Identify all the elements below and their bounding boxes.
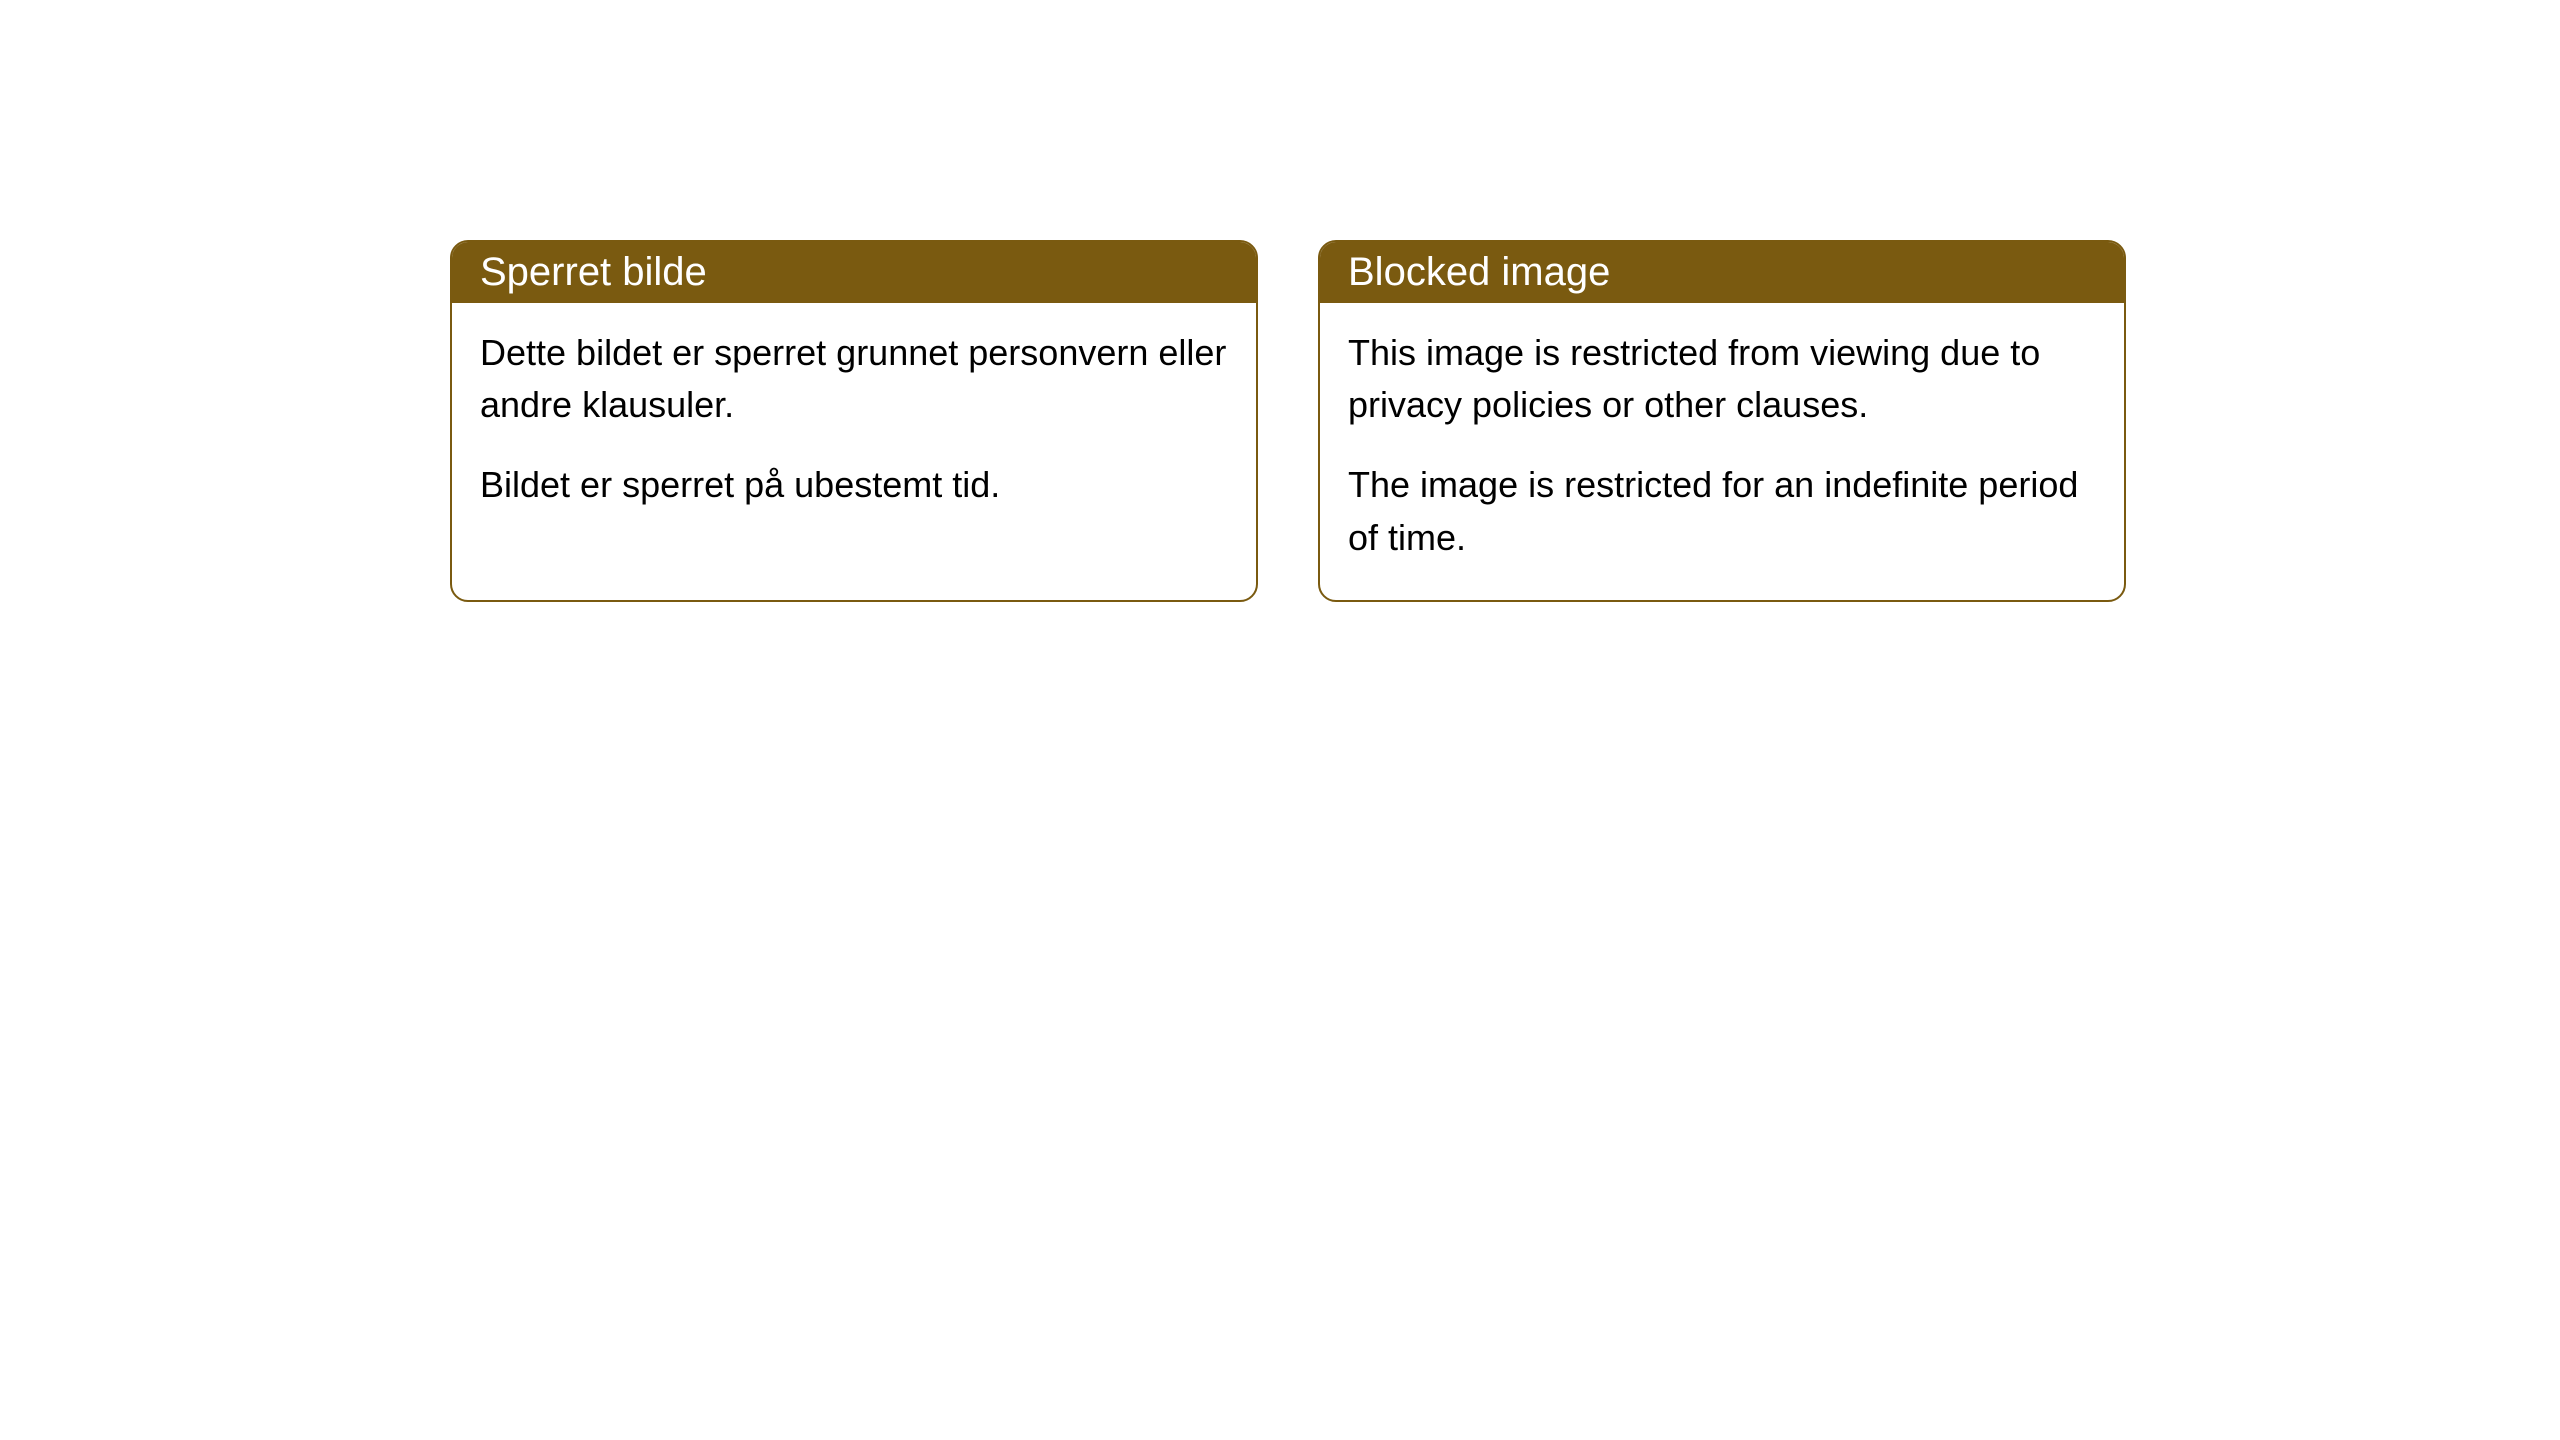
blocked-image-card-en: Blocked image This image is restricted f… bbox=[1318, 240, 2126, 602]
blocked-image-card-no: Sperret bilde Dette bildet er sperret gr… bbox=[450, 240, 1258, 602]
card-text-en-2: The image is restricted for an indefinit… bbox=[1348, 459, 2096, 563]
card-text-no-2: Bildet er sperret på ubestemt tid. bbox=[480, 459, 1228, 511]
card-header-en: Blocked image bbox=[1320, 242, 2124, 303]
card-text-en-1: This image is restricted from viewing du… bbox=[1348, 327, 2096, 431]
card-text-no-1: Dette bildet er sperret grunnet personve… bbox=[480, 327, 1228, 431]
cards-container: Sperret bilde Dette bildet er sperret gr… bbox=[450, 240, 2126, 602]
card-header-no: Sperret bilde bbox=[452, 242, 1256, 303]
card-body-no: Dette bildet er sperret grunnet personve… bbox=[452, 303, 1256, 548]
card-body-en: This image is restricted from viewing du… bbox=[1320, 303, 2124, 600]
